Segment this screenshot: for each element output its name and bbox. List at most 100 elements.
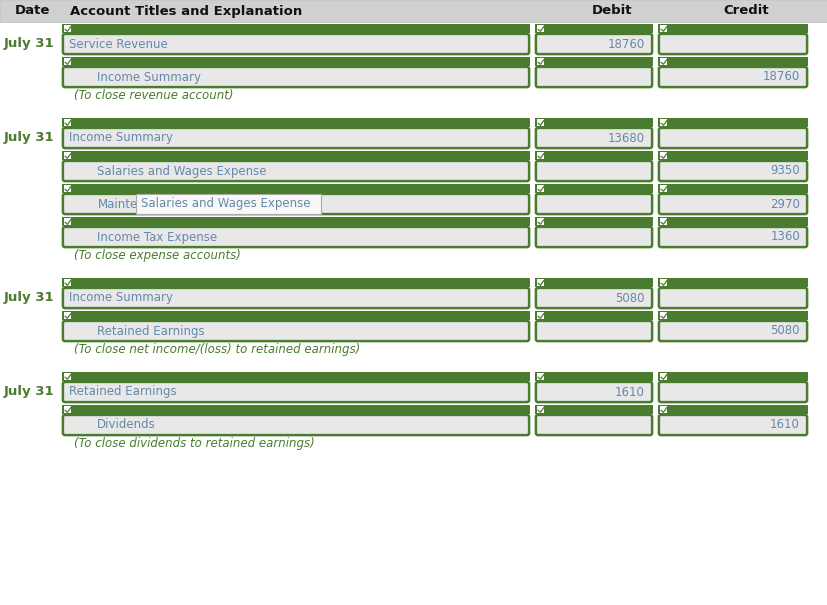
FancyBboxPatch shape	[537, 152, 544, 159]
FancyBboxPatch shape	[658, 57, 808, 66]
FancyBboxPatch shape	[659, 321, 807, 341]
FancyBboxPatch shape	[658, 118, 808, 127]
FancyBboxPatch shape	[63, 34, 529, 54]
FancyBboxPatch shape	[536, 194, 653, 214]
FancyBboxPatch shape	[658, 184, 808, 193]
FancyBboxPatch shape	[658, 151, 808, 160]
FancyBboxPatch shape	[64, 373, 71, 380]
FancyBboxPatch shape	[535, 24, 653, 33]
Text: Retained Earnings: Retained Earnings	[69, 385, 177, 399]
Text: Income Summary: Income Summary	[97, 71, 201, 83]
FancyBboxPatch shape	[0, 0, 827, 22]
Text: 18760: 18760	[608, 38, 645, 50]
FancyBboxPatch shape	[535, 217, 653, 226]
Text: Account Titles and Explanation: Account Titles and Explanation	[70, 4, 302, 18]
FancyBboxPatch shape	[536, 415, 653, 435]
FancyBboxPatch shape	[660, 406, 667, 413]
Text: 1610: 1610	[770, 419, 800, 431]
Text: Debit: Debit	[591, 4, 632, 18]
FancyBboxPatch shape	[535, 278, 653, 287]
FancyBboxPatch shape	[64, 312, 71, 319]
FancyBboxPatch shape	[63, 288, 529, 308]
FancyBboxPatch shape	[537, 406, 544, 413]
FancyBboxPatch shape	[658, 405, 808, 414]
FancyBboxPatch shape	[659, 382, 807, 402]
FancyBboxPatch shape	[64, 185, 71, 192]
FancyBboxPatch shape	[658, 311, 808, 320]
FancyBboxPatch shape	[536, 34, 653, 54]
FancyBboxPatch shape	[659, 288, 807, 308]
FancyBboxPatch shape	[535, 151, 653, 160]
Text: 18760: 18760	[762, 71, 800, 83]
FancyBboxPatch shape	[62, 311, 530, 320]
FancyBboxPatch shape	[535, 311, 653, 320]
Text: July 31: July 31	[4, 292, 55, 304]
FancyBboxPatch shape	[536, 128, 653, 148]
FancyBboxPatch shape	[658, 217, 808, 226]
FancyBboxPatch shape	[63, 382, 529, 402]
FancyBboxPatch shape	[537, 119, 544, 126]
FancyBboxPatch shape	[63, 227, 529, 247]
FancyBboxPatch shape	[659, 34, 807, 54]
FancyBboxPatch shape	[63, 128, 529, 148]
FancyBboxPatch shape	[658, 24, 808, 33]
FancyBboxPatch shape	[659, 194, 807, 214]
FancyBboxPatch shape	[62, 405, 530, 414]
FancyBboxPatch shape	[537, 279, 544, 286]
FancyBboxPatch shape	[62, 278, 530, 287]
FancyBboxPatch shape	[535, 184, 653, 193]
FancyBboxPatch shape	[660, 25, 667, 32]
FancyBboxPatch shape	[660, 373, 667, 380]
FancyBboxPatch shape	[660, 152, 667, 159]
FancyBboxPatch shape	[136, 194, 321, 214]
FancyBboxPatch shape	[63, 321, 529, 341]
FancyBboxPatch shape	[62, 24, 530, 33]
Text: July 31: July 31	[4, 131, 55, 145]
FancyBboxPatch shape	[64, 119, 71, 126]
FancyBboxPatch shape	[658, 372, 808, 381]
FancyBboxPatch shape	[659, 415, 807, 435]
Text: Income Summary: Income Summary	[69, 131, 173, 145]
Text: Mainten: Mainten	[98, 197, 146, 211]
FancyBboxPatch shape	[535, 57, 653, 66]
Text: 1610: 1610	[615, 385, 645, 399]
FancyBboxPatch shape	[537, 25, 544, 32]
Text: July 31: July 31	[4, 38, 55, 50]
FancyBboxPatch shape	[537, 218, 544, 225]
Text: 5080: 5080	[771, 324, 800, 338]
FancyBboxPatch shape	[537, 58, 544, 65]
FancyBboxPatch shape	[62, 372, 530, 381]
FancyBboxPatch shape	[659, 67, 807, 87]
FancyBboxPatch shape	[537, 373, 544, 380]
FancyBboxPatch shape	[660, 279, 667, 286]
Text: (To close dividends to retained earnings): (To close dividends to retained earnings…	[74, 436, 315, 450]
FancyBboxPatch shape	[64, 25, 71, 32]
FancyBboxPatch shape	[62, 217, 530, 226]
Text: (To close net income/(loss) to retained earnings): (To close net income/(loss) to retained …	[74, 342, 361, 356]
Text: Service Revenue: Service Revenue	[69, 38, 168, 50]
FancyBboxPatch shape	[660, 312, 667, 319]
FancyBboxPatch shape	[64, 152, 71, 159]
Text: 2970: 2970	[770, 197, 800, 211]
FancyBboxPatch shape	[536, 161, 653, 181]
FancyBboxPatch shape	[63, 67, 529, 87]
FancyBboxPatch shape	[64, 58, 71, 65]
Text: (To close revenue account): (To close revenue account)	[74, 88, 233, 102]
Text: Income Summary: Income Summary	[69, 292, 173, 304]
Text: July 31: July 31	[4, 385, 55, 399]
FancyBboxPatch shape	[660, 218, 667, 225]
FancyBboxPatch shape	[536, 67, 653, 87]
Text: Salaries and Wages Expense: Salaries and Wages Expense	[141, 197, 310, 211]
FancyBboxPatch shape	[63, 161, 529, 181]
FancyBboxPatch shape	[660, 119, 667, 126]
FancyBboxPatch shape	[63, 415, 529, 435]
FancyBboxPatch shape	[537, 312, 544, 319]
Text: Date: Date	[14, 4, 50, 18]
Text: Retained Earnings: Retained Earnings	[97, 324, 204, 338]
FancyBboxPatch shape	[62, 184, 530, 193]
Text: Credit: Credit	[723, 4, 769, 18]
FancyBboxPatch shape	[658, 278, 808, 287]
FancyBboxPatch shape	[63, 194, 529, 214]
FancyBboxPatch shape	[660, 58, 667, 65]
FancyBboxPatch shape	[536, 288, 653, 308]
